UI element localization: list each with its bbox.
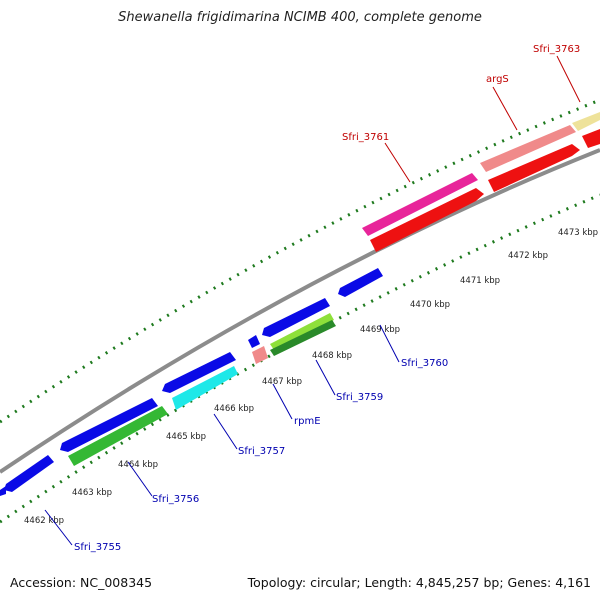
gene-red-2[interactable] (488, 144, 580, 192)
gene-labels: Sfri_3761 argS Sfri_3763 Sfri_3755 Sfri_… (74, 44, 580, 553)
tick-label: 4469 kbp (360, 325, 400, 335)
gene-label-sfri-3760: Sfri_3760 (401, 358, 448, 369)
gene-args-salmon[interactable] (480, 125, 576, 172)
gene-red-3[interactable] (582, 129, 600, 148)
gene-label-sfri-3759: Sfri_3759 (336, 392, 383, 403)
genome-summary-text: Topology: circular; Length: 4,845,257 bp… (247, 575, 591, 590)
gene-blue-a[interactable] (4, 455, 54, 492)
tick-row-forward (0, 98, 600, 424)
tick-label: 4472 kbp (508, 251, 548, 261)
gene-sfri-3757-cyan[interactable] (172, 366, 238, 410)
gene-blue-c[interactable] (162, 352, 236, 393)
gene-label-sfri-3756: Sfri_3756 (152, 494, 199, 505)
gene-red-1[interactable] (370, 188, 484, 252)
tick-label: 4465 kbp (166, 432, 206, 442)
gene-sfri-3756-green[interactable] (68, 406, 168, 466)
tick-label: 4470 kbp (410, 300, 450, 310)
tick-label: 4467 kbp (262, 377, 302, 387)
tick-row-reverse (0, 193, 600, 524)
tick-label: 4473 kbp (558, 228, 598, 238)
map-title: Shewanella frigidimarina NCIMB 400, comp… (118, 10, 482, 25)
tick-label: 4468 kbp (312, 351, 352, 361)
gene-sfri-3763-yellow[interactable] (572, 112, 600, 131)
genome-backbone (0, 148, 600, 474)
tick-label: 4471 kbp (460, 276, 500, 286)
gene-rpme-salmon[interactable] (252, 346, 268, 364)
tick-labels: 4462 kbp 4463 kbp 4464 kbp 4465 kbp 4466… (24, 228, 598, 526)
gene-label-rpme: rpmE (294, 416, 321, 427)
gene-label-args: argS (486, 74, 509, 85)
gene-label-sfri-3755: Sfri_3755 (74, 542, 121, 553)
tick-label: 4464 kbp (118, 460, 158, 470)
gene-sfri-3761-pink[interactable] (362, 173, 478, 236)
tick-label: 4463 kbp (72, 488, 112, 498)
gene-sfri-3759-darkgreen[interactable] (270, 320, 336, 356)
gene-blue-edge[interactable] (0, 486, 6, 496)
gene-label-sfri-3757: Sfri_3757 (238, 446, 285, 457)
gene-blue-e[interactable] (262, 298, 330, 337)
gene-blue-d[interactable] (248, 335, 260, 348)
tick-label: 4466 kbp (214, 404, 254, 414)
gene-blue-f[interactable] (338, 268, 383, 297)
leader-lines (44, 55, 581, 546)
gene-label-sfri-3761: Sfri_3761 (342, 132, 389, 143)
gene-blue-b[interactable] (60, 398, 158, 452)
gene-sfri-3759-lime[interactable] (270, 313, 334, 350)
gene-label-sfri-3763: Sfri_3763 (533, 44, 580, 55)
tick-label: 4462 kbp (24, 516, 64, 526)
accession-text: Accession: NC_008345 (10, 575, 153, 590)
